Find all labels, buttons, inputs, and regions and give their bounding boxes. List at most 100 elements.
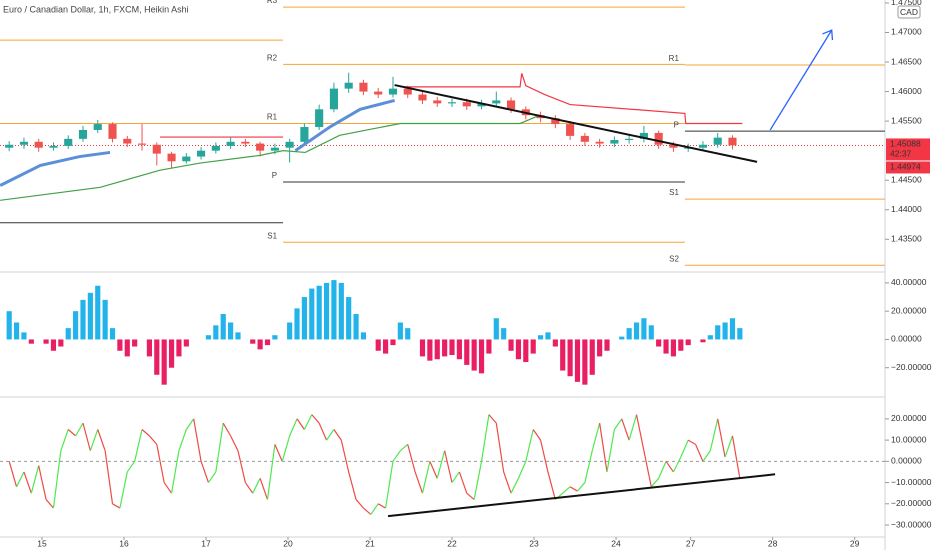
- x-tick-label: 29: [850, 538, 860, 548]
- oscillator-segment: [200, 461, 210, 483]
- pivot-label: R2: [267, 54, 278, 63]
- histogram-bar: [567, 339, 573, 377]
- x-tick-label: 20: [283, 538, 293, 548]
- histogram-bar: [626, 328, 632, 340]
- histogram-bar: [331, 280, 337, 340]
- candle-body: [108, 124, 117, 139]
- histogram-bar: [102, 299, 108, 340]
- candle-body: [566, 124, 575, 136]
- candle-body: [506, 100, 516, 110]
- histogram-bar: [405, 328, 411, 340]
- oscillator-segment: [237, 450, 246, 483]
- candle-body: [137, 143, 147, 145]
- oscillator-segment: [318, 422, 328, 441]
- histogram-bar: [508, 339, 514, 351]
- oscillator-segment: [185, 418, 195, 430]
- oscillator-segment: [584, 450, 593, 483]
- oscillator-segment: [311, 414, 320, 424]
- histogram-bar: [316, 285, 322, 340]
- oscillator-segment: [724, 435, 734, 458]
- histogram-bar: [338, 282, 344, 340]
- histogram-bar: [6, 311, 12, 340]
- candle-body: [256, 143, 265, 151]
- histogram-bar: [641, 318, 647, 340]
- y-tick-label: 1.44000: [891, 204, 922, 214]
- oscillator-segment: [473, 461, 483, 500]
- histogram-bar: [419, 339, 426, 357]
- oscillator-segment: [148, 435, 158, 445]
- candle-body: [433, 100, 442, 104]
- oscillator-segment: [399, 443, 409, 452]
- y-tick-label: 20.00000: [891, 413, 927, 423]
- y-tick-label: 1.43500: [891, 234, 922, 244]
- y-tick-label: 1.47500: [891, 0, 922, 7]
- oscillator-segment: [340, 439, 350, 473]
- oscillator-segment: [156, 444, 165, 483]
- candle-body: [403, 88, 412, 95]
- y-tick-label: 40.00000: [891, 277, 927, 287]
- candle-body: [182, 156, 191, 162]
- histogram-bar: [323, 282, 330, 340]
- y-tick-label: 1.46000: [891, 86, 922, 96]
- oscillator-segment: [407, 444, 416, 473]
- oscillator-segment: [458, 471, 468, 494]
- candle-body: [344, 82, 353, 89]
- oscillator-segment: [503, 471, 512, 494]
- histogram-bar: [73, 311, 79, 340]
- histogram-bar: [287, 322, 293, 340]
- oscillator-segment: [635, 414, 645, 451]
- oscillator-segment: [510, 478, 519, 494]
- y-tick-label: −10.00000: [891, 477, 932, 487]
- oscillator-segment: [525, 429, 534, 462]
- histogram-bar: [574, 339, 581, 382]
- histogram-bar: [346, 297, 352, 340]
- candle-body: [78, 129, 88, 139]
- oscillator-segment: [717, 418, 726, 458]
- histogram-bar: [87, 292, 93, 340]
- oscillator-segment: [392, 450, 401, 462]
- oscillator-segment: [672, 456, 682, 473]
- y-tick-label: 1.47000: [891, 27, 922, 37]
- oscillator-segment: [547, 471, 556, 500]
- candle-body: [610, 140, 619, 144]
- oscillator-segment: [23, 471, 32, 494]
- candle-body: [34, 141, 43, 148]
- histogram-bar: [537, 335, 544, 340]
- histogram-bar: [523, 339, 529, 363]
- y-tick-label: −30.00000: [891, 519, 932, 529]
- histogram-bar: [161, 339, 167, 385]
- pivot-label: P: [272, 171, 277, 180]
- candle-body: [93, 124, 102, 130]
- oscillator-segment: [665, 461, 674, 473]
- histogram-bar: [257, 339, 263, 350]
- oscillator-segment: [266, 444, 276, 500]
- overlay-line: [0, 150, 111, 187]
- histogram-bar: [633, 322, 640, 340]
- histogram-bar: [109, 328, 116, 340]
- oscillator-segment: [695, 444, 704, 462]
- oscillator-segment: [643, 450, 652, 487]
- x-tick-label: 16: [119, 538, 129, 548]
- oscillator-segment: [348, 471, 357, 500]
- candle-body: [492, 100, 501, 104]
- candle-body: [639, 132, 648, 139]
- x-tick-label: 15: [37, 538, 47, 548]
- histogram-bar: [117, 339, 123, 351]
- histogram-bar: [707, 335, 713, 340]
- x-tick-label: 27: [686, 538, 696, 548]
- oscillator-segment: [215, 423, 224, 473]
- oscillator-segment: [480, 414, 490, 462]
- histogram-bar: [471, 339, 477, 371]
- histogram-bar: [700, 339, 706, 343]
- histogram-bar: [21, 332, 27, 340]
- histogram-bar: [545, 332, 551, 340]
- oscillator-segment: [488, 414, 497, 424]
- oscillator-segment: [45, 499, 54, 509]
- oscillator-segment: [650, 477, 660, 488]
- histogram-bar: [28, 339, 34, 344]
- histogram-bar: [715, 325, 721, 340]
- histogram-bar: [604, 339, 610, 351]
- histogram-bar: [146, 339, 152, 357]
- histogram-bar: [737, 328, 743, 340]
